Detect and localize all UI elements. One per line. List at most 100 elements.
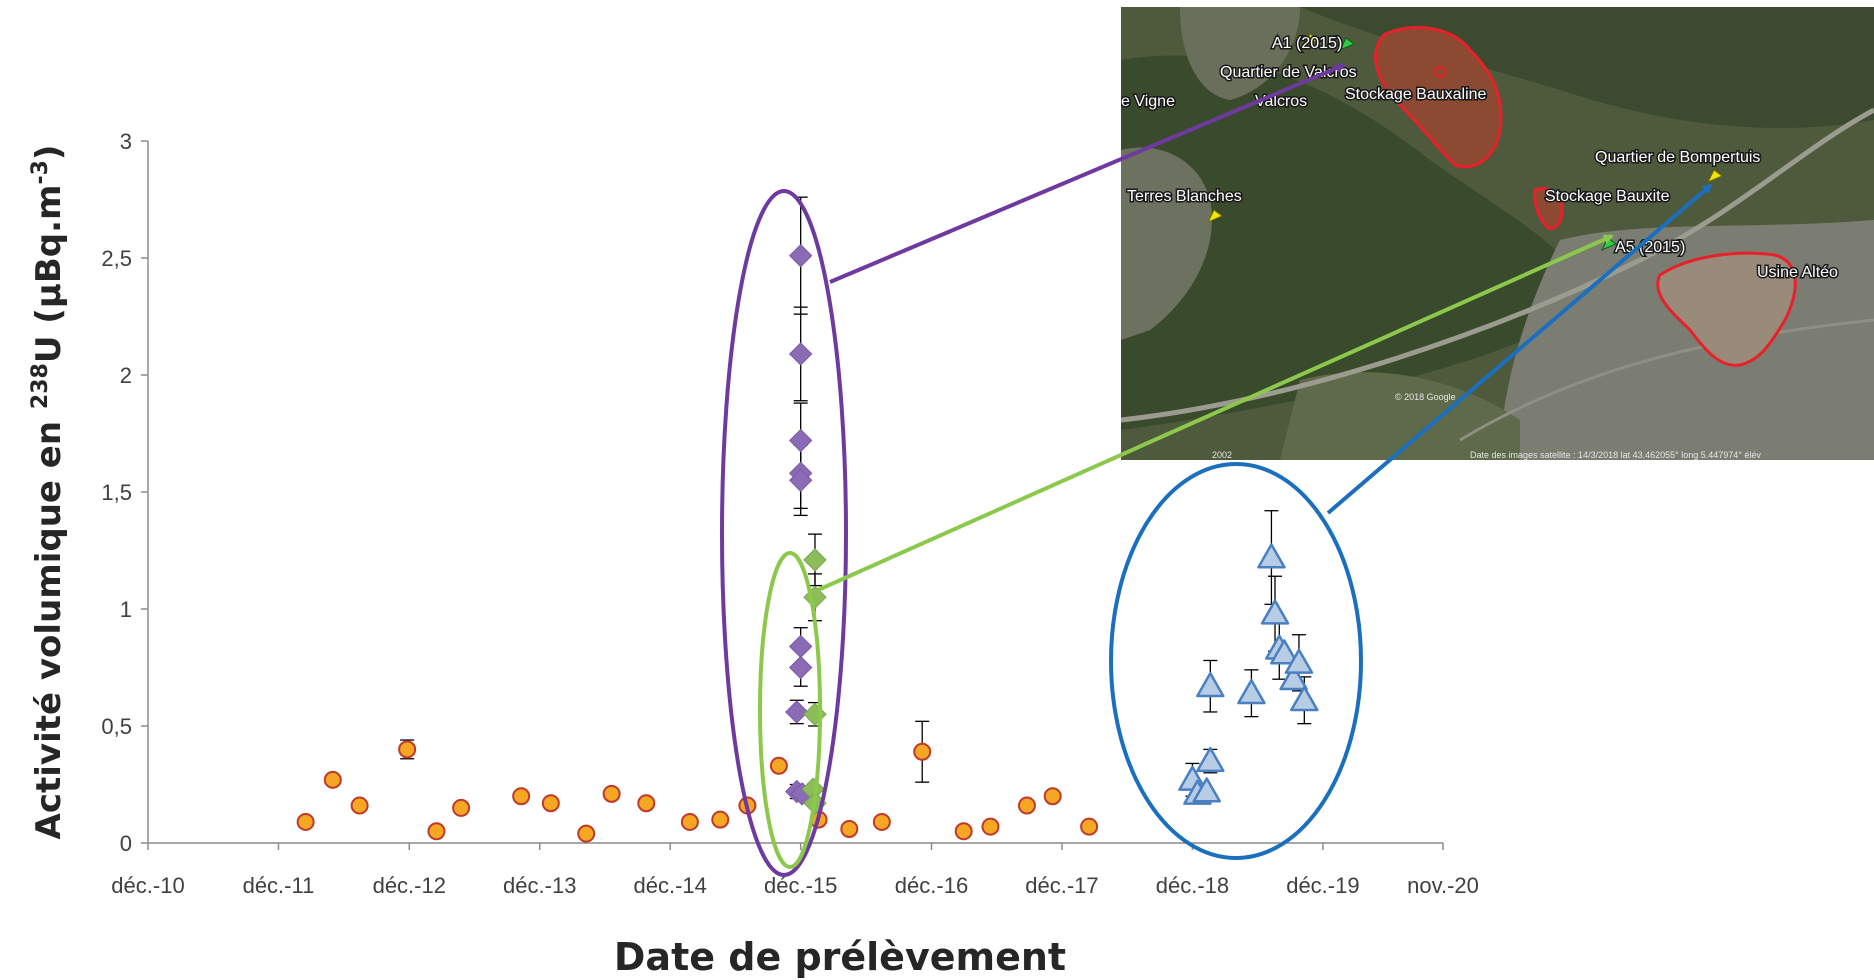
data-point-circle xyxy=(1043,787,1062,806)
map-copyright: © 2018 Google xyxy=(1395,392,1456,402)
map-label-quartier-bompertuis: Quartier de Bompertuis xyxy=(1595,149,1760,166)
data-point-diamond xyxy=(788,634,813,659)
data-point-triangle xyxy=(1237,678,1266,705)
y-tick-label: 0,5 xyxy=(101,714,132,739)
highlight-ellipse-purple xyxy=(720,189,848,877)
data-points xyxy=(296,243,1319,843)
x-tick-label: déc.-14 xyxy=(634,873,707,898)
map-label-valcros: Valcros xyxy=(1255,93,1307,110)
data-point-circle xyxy=(296,812,315,831)
data-point-diamond xyxy=(788,468,813,493)
map-label-terres-blanches: Terres Blanches xyxy=(1127,188,1242,205)
data-point-circle xyxy=(637,794,656,813)
map-pin-green-a1-icon xyxy=(1338,37,1355,51)
data-point-diamond xyxy=(803,702,827,727)
x-tick-label: déc.-17 xyxy=(1025,873,1098,898)
satellite-map: A1 (2015) Quartier de Valcros e Vigne Va… xyxy=(1121,7,1874,460)
data-point-circle xyxy=(954,822,973,841)
map-town-southeast xyxy=(1500,220,1874,460)
map-year: 2002 xyxy=(1212,450,1232,460)
y-tick-label: 1 xyxy=(120,597,132,622)
map-pin-yellow-bompertuis-icon xyxy=(1706,169,1723,183)
data-point-circle xyxy=(1080,817,1099,836)
data-point-triangle xyxy=(1260,599,1290,625)
map-label-a1: A1 (2015) xyxy=(1272,35,1342,52)
map-label-stockage-bauxite: Stockage Bauxite xyxy=(1545,188,1670,205)
x-tick-label: déc.-13 xyxy=(503,873,576,898)
data-point-circle xyxy=(711,810,730,829)
y-tick-label: 0 xyxy=(120,831,132,856)
data-point-circle xyxy=(769,756,788,775)
data-point-circle xyxy=(323,770,342,789)
data-point-triangle xyxy=(1279,664,1308,691)
data-point-circle xyxy=(398,740,417,759)
map-road xyxy=(1121,107,1874,423)
map-road-secondary xyxy=(1459,318,1874,442)
map-label-vigne: e Vigne xyxy=(1121,93,1175,110)
x-axis-title: Date de prélèvement xyxy=(614,935,1066,979)
y-tick-label: 1,5 xyxy=(101,480,132,505)
map-label-stockage-bauxaline: Stockage Bauxaline xyxy=(1345,86,1487,103)
y-tick-label: 2,5 xyxy=(101,246,132,271)
map-zone-bauxite xyxy=(1533,187,1564,230)
map-town-west xyxy=(1121,147,1212,340)
map-forest-ridge xyxy=(1121,55,1600,430)
x-tick-label: déc.-12 xyxy=(373,873,446,898)
map-fields-south xyxy=(1280,372,1520,460)
arrow-green-to-a5 xyxy=(817,234,1614,592)
map-pin-bauxaline-icon xyxy=(1434,66,1446,78)
data-point-triangle xyxy=(1284,648,1314,674)
y-axis-title: Activité volumique en 238U (µBq.m-3) xyxy=(28,145,69,840)
data-point-circle xyxy=(913,742,932,761)
x-tick-label: déc.-19 xyxy=(1286,873,1359,898)
data-point-triangle xyxy=(1192,777,1221,803)
map-town-north xyxy=(1180,7,1300,100)
map-pin-yellow-a1-icon xyxy=(1302,33,1319,47)
data-point-diamond xyxy=(788,342,813,366)
data-point-triangle xyxy=(1257,543,1286,569)
data-point-triangle xyxy=(1270,639,1299,665)
data-point-circle xyxy=(541,794,560,813)
data-point-circle xyxy=(577,824,596,843)
data-point-circle xyxy=(840,819,859,838)
y-ticks: 0 0,5 1 1,5 2 2,5 3 xyxy=(101,129,148,856)
x-tick-label: déc.-15 xyxy=(764,873,837,898)
data-point-diamond xyxy=(803,548,827,572)
data-point-circle xyxy=(1017,796,1036,815)
data-point-diamond xyxy=(788,428,813,453)
x-tick-label: déc.-16 xyxy=(895,873,968,898)
data-point-circle xyxy=(602,784,621,803)
map-pin-yellow-terres-icon xyxy=(1206,209,1223,223)
data-point-circle xyxy=(680,812,699,831)
highlight-ellipse-blue xyxy=(1109,462,1363,860)
data-point-diamond xyxy=(788,655,813,680)
data-point-triangle xyxy=(1196,746,1225,773)
arrow-purple-to-a1 xyxy=(829,63,1346,284)
map-label-a5: A5 (2015) xyxy=(1615,239,1685,256)
data-point-diamond xyxy=(788,243,813,268)
highlights xyxy=(720,63,1713,877)
data-point-diamond xyxy=(803,585,827,610)
map-label-usine-alteo: Usine Altéo xyxy=(1757,264,1838,281)
map-label-valcros-quarter: Quartier de Valcros xyxy=(1220,64,1357,81)
data-point-circle xyxy=(350,796,369,815)
data-point-circle xyxy=(512,787,531,806)
data-point-circle xyxy=(872,812,891,831)
map-zone-bauxaline xyxy=(1374,26,1503,169)
x-tick-label: déc.-11 xyxy=(243,873,315,898)
y-tick-label: 3 xyxy=(120,129,132,154)
x-ticks: déc.-10 déc.-11 déc.-12 déc.-13 déc.-14 déc.-… xyxy=(111,843,1479,898)
data-point-circle xyxy=(427,822,446,841)
x-tick-label: nov.-20 xyxy=(1407,873,1479,898)
y-tick-label: 2 xyxy=(120,363,132,388)
highlight-ellipse-green xyxy=(758,551,822,869)
x-tick-label: déc.-18 xyxy=(1156,873,1229,898)
data-point-triangle xyxy=(1290,686,1319,712)
arrow-blue-to-bompertuis xyxy=(1326,183,1713,515)
map-imagery-info: Date des images satellite : 14/3/2018 la… xyxy=(1470,450,1761,460)
data-point-circle xyxy=(452,798,471,817)
data-point-triangle xyxy=(1196,671,1225,698)
x-tick-label: déc.-10 xyxy=(111,873,184,898)
data-point-diamond xyxy=(785,700,809,724)
